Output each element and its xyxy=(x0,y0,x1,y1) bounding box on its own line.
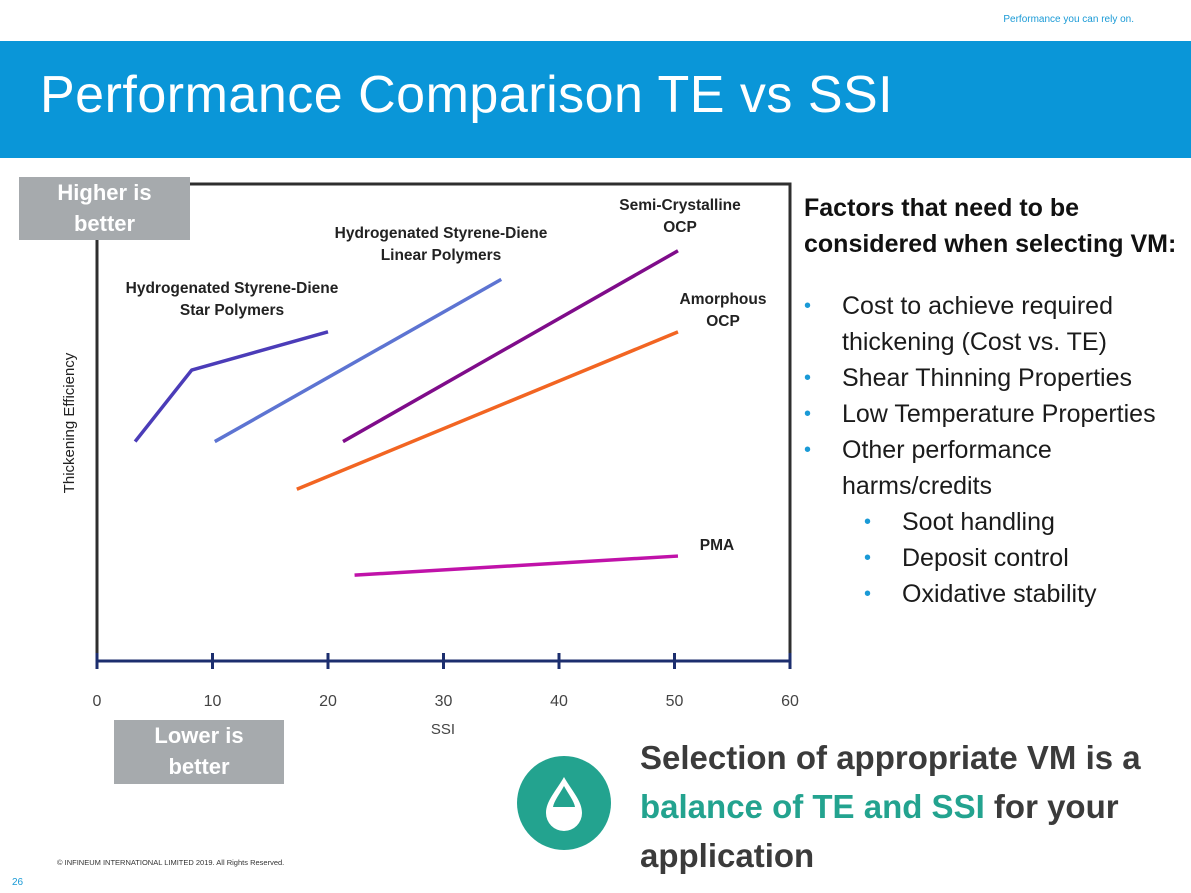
x-tick-label: 40 xyxy=(550,693,568,710)
series-label-2: Semi-Crystalline OCP xyxy=(619,197,741,236)
x-tick-label: 50 xyxy=(666,693,684,710)
factor-text: Deposit control xyxy=(902,544,1069,572)
factors-heading-line1: Factors that need to be xyxy=(804,194,1080,222)
series-label-3: Amorphous OCP xyxy=(680,291,767,330)
te-vs-ssi-chart: 0 10 20 30 40 50 60 Hydrogenated Styrene-Diene… xyxy=(61,182,799,738)
x-tick-label: 10 xyxy=(204,693,222,710)
factor-text: Other performance xyxy=(842,436,1052,464)
factor-subitem: • Oxidative stability xyxy=(804,576,1191,612)
series-line-4 xyxy=(354,554,679,577)
factor-item: thickening (Cost vs. TE) xyxy=(804,324,1191,360)
factor-item: harms/credits xyxy=(804,468,1191,504)
factors-panel: Factors that need to be considered when … xyxy=(804,190,1191,612)
factor-item: • Shear Thinning Properties xyxy=(804,360,1191,396)
callout-text: Selection of appropriate VM is a balance… xyxy=(640,733,1180,880)
bullet-icon: • xyxy=(864,583,872,605)
bullet-icon: • xyxy=(864,547,872,569)
x-axis-ticks: 0 10 20 30 40 50 60 xyxy=(93,653,799,710)
drop-icon xyxy=(517,756,611,850)
factor-subitem: • Deposit control xyxy=(804,540,1191,576)
higher-is-better-label: Higher is better xyxy=(57,180,152,236)
series-label-1: Hydrogenated Styrene-Diene Linear Polymer… xyxy=(335,225,548,264)
series-line-3 xyxy=(296,330,679,491)
factor-text: Shear Thinning Properties xyxy=(842,364,1132,392)
bullet-icon: • xyxy=(804,439,812,461)
title-banner: Performance Comparison TE vs SSI xyxy=(0,41,1191,158)
factor-subitem: • Soot handling xyxy=(804,504,1191,540)
higher-is-better-box: Higher is better xyxy=(19,177,190,240)
bullet-icon: • xyxy=(804,367,812,389)
bullet-icon: • xyxy=(864,511,872,533)
series-lines xyxy=(133,249,679,577)
factor-item: • Low Temperature Properties xyxy=(804,396,1191,432)
series-label-4: PMA xyxy=(700,537,734,554)
factor-text: Soot handling xyxy=(902,508,1055,536)
factor-text: thickening (Cost vs. TE) xyxy=(842,328,1107,356)
x-tick-label: 60 xyxy=(781,693,799,710)
callout-part2: for your application xyxy=(640,788,1119,874)
bullet-icon: • xyxy=(804,403,812,425)
factor-text: Oxidative stability xyxy=(902,580,1097,608)
series-line-2 xyxy=(342,249,679,444)
factors-heading-line2: considered when selecting VM: xyxy=(804,230,1177,258)
lower-is-better-box: Lower is better xyxy=(114,720,284,784)
tagline: Performance you can rely on. xyxy=(1003,14,1134,25)
page-number: 26 xyxy=(12,877,24,888)
factors-list: • Cost to achieve required thickening (Cos… xyxy=(804,288,1191,612)
x-tick-label: 20 xyxy=(319,693,337,710)
factor-text: Cost to achieve required xyxy=(842,292,1113,320)
callout-part1: Selection of appropriate VM is a xyxy=(640,739,1141,776)
page-title: Performance Comparison TE vs SSI xyxy=(40,66,894,124)
callout-highlight: balance of TE and SSI xyxy=(640,788,985,825)
bullet-icon: • xyxy=(804,295,812,317)
y-axis-title: Thickening Efficiency xyxy=(61,352,78,493)
factor-item: • Cost to achieve required xyxy=(804,288,1191,324)
lower-is-better-label: Lower is better xyxy=(154,723,244,779)
copyright-notice: © INFINEUM INTERNATIONAL LIMITED 2019. A… xyxy=(57,858,285,867)
x-axis-title: SSI xyxy=(431,721,455,738)
series-line-0 xyxy=(133,330,329,443)
x-tick-label: 0 xyxy=(93,693,102,710)
factor-item: • Other performance xyxy=(804,432,1191,468)
factor-text: harms/credits xyxy=(842,472,993,500)
x-tick-label: 30 xyxy=(435,693,453,710)
series-label-0: Hydrogenated Styrene-Diene Star Polymers xyxy=(126,280,339,319)
series-line-1 xyxy=(213,277,503,444)
factor-text: Low Temperature Properties xyxy=(842,400,1156,428)
series-labels: Hydrogenated Styrene-Diene Star Polymers H… xyxy=(126,197,767,554)
